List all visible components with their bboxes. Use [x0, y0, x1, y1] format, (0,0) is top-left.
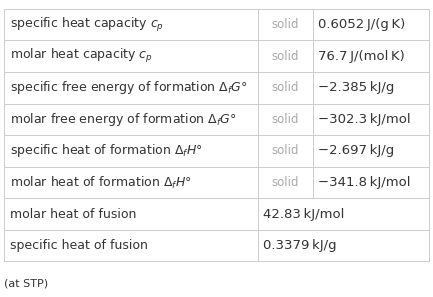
Text: specific free energy of formation $\Delta_f G°$: specific free energy of formation $\Delt…: [10, 79, 247, 96]
Text: −302.3 kJ/mol: −302.3 kJ/mol: [318, 113, 411, 126]
Text: molar heat capacity $c_p$: molar heat capacity $c_p$: [10, 47, 152, 65]
Text: (at STP): (at STP): [4, 278, 48, 288]
Text: solid: solid: [272, 81, 299, 94]
Text: 42.83 kJ/mol: 42.83 kJ/mol: [263, 208, 345, 221]
Text: 76.7 J/(mol K): 76.7 J/(mol K): [318, 50, 405, 63]
Text: molar heat of formation $\Delta_f H°$: molar heat of formation $\Delta_f H°$: [10, 174, 191, 190]
Text: solid: solid: [272, 176, 299, 189]
Text: specific heat capacity $c_p$: specific heat capacity $c_p$: [10, 16, 164, 34]
Text: −2.385 kJ/g: −2.385 kJ/g: [318, 81, 395, 94]
Text: solid: solid: [272, 50, 299, 63]
Text: molar free energy of formation $\Delta_f G°$: molar free energy of formation $\Delta_f…: [10, 111, 236, 128]
Text: solid: solid: [272, 113, 299, 126]
Text: solid: solid: [272, 18, 299, 31]
Text: molar heat of fusion: molar heat of fusion: [10, 208, 136, 221]
Text: specific heat of fusion: specific heat of fusion: [10, 239, 147, 252]
Text: specific heat of formation $\Delta_f H°$: specific heat of formation $\Delta_f H°$: [10, 143, 203, 159]
Text: −341.8 kJ/mol: −341.8 kJ/mol: [318, 176, 411, 189]
Text: solid: solid: [272, 144, 299, 157]
Text: 0.6052 J/(g K): 0.6052 J/(g K): [318, 18, 406, 31]
Text: 0.3379 kJ/g: 0.3379 kJ/g: [263, 239, 337, 252]
Text: −2.697 kJ/g: −2.697 kJ/g: [318, 144, 395, 157]
